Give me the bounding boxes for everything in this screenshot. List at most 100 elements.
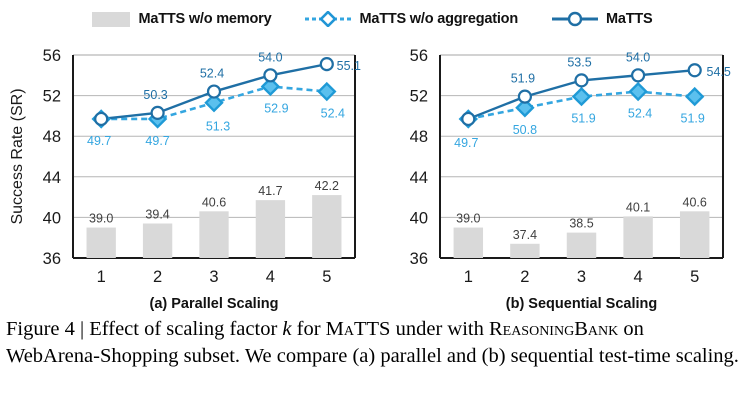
x-axis-tick-label: 3 bbox=[577, 268, 586, 286]
bar-value-label: 40.6 bbox=[202, 195, 226, 209]
x-axis-tick-label: 5 bbox=[690, 268, 699, 286]
x-axis-tick-label: 4 bbox=[634, 268, 643, 286]
bar bbox=[679, 211, 710, 258]
subplot-title: (a) Parallel Scaling bbox=[150, 296, 279, 312]
caption-bank-name: ReasoningBank bbox=[488, 318, 619, 340]
gray-square-swatch-icon bbox=[92, 11, 131, 27]
circle-marker bbox=[461, 111, 476, 127]
diamond-marker bbox=[515, 98, 535, 118]
circle-marker bbox=[687, 63, 702, 78]
circle-marker bbox=[206, 84, 222, 99]
bar-value-label: 39.4 bbox=[145, 207, 169, 221]
y-axis-tick-label: 52 bbox=[410, 88, 428, 106]
diamond-marker bbox=[571, 86, 592, 107]
bar bbox=[199, 211, 229, 258]
caption-part2: for bbox=[296, 318, 321, 340]
y-axis-tick-label: 36 bbox=[43, 250, 61, 268]
y-axis-tick-label: 44 bbox=[43, 169, 61, 187]
line-value-label: 52.4 bbox=[628, 107, 652, 121]
caption-part1: Effect of scaling factor bbox=[89, 318, 278, 340]
bar-value-label: 38.5 bbox=[569, 217, 593, 231]
legend-item-matts-wo-memory: MaTTS w/o memory bbox=[92, 11, 272, 27]
line-value-label: 54.5 bbox=[707, 65, 731, 79]
y-axis-tick-label: 36 bbox=[410, 250, 428, 268]
diamond-marker bbox=[317, 81, 337, 102]
subplot-title: (b) Sequential Scaling bbox=[506, 296, 657, 312]
circle-marker bbox=[631, 68, 646, 83]
line-value-label: 49.7 bbox=[145, 134, 169, 148]
line-value-label: 49.7 bbox=[454, 136, 478, 150]
diamond-marker bbox=[685, 86, 705, 107]
line-value-label: 50.3 bbox=[143, 88, 167, 102]
diamond-marker bbox=[260, 76, 281, 97]
legend-item-matts: MaTTS bbox=[551, 11, 653, 27]
x-axis-tick-label: 1 bbox=[464, 268, 473, 286]
bar-value-label: 39.0 bbox=[89, 212, 113, 226]
y-axis-title: Success Rate (SR) bbox=[9, 88, 26, 224]
y-axis-tick-label: 52 bbox=[43, 88, 61, 106]
x-axis-tick-label: 5 bbox=[322, 268, 331, 286]
x-axis-tick-label: 1 bbox=[97, 268, 106, 286]
bar bbox=[312, 195, 342, 258]
line-value-label: 54.0 bbox=[626, 50, 650, 64]
bar-value-label: 40.1 bbox=[626, 200, 650, 214]
line-value-label: 55.1 bbox=[337, 59, 361, 73]
bar-value-label: 40.6 bbox=[683, 195, 707, 209]
x-axis-tick-label: 3 bbox=[209, 268, 218, 286]
circle-marker bbox=[517, 89, 532, 104]
x-axis-tick-label: 2 bbox=[520, 268, 529, 286]
bar bbox=[142, 223, 173, 258]
bar-value-label: 42.2 bbox=[315, 179, 339, 193]
y-axis-tick-label: 44 bbox=[410, 169, 428, 187]
bar bbox=[255, 200, 286, 258]
dashed-diamond-icon bbox=[305, 10, 352, 28]
bar bbox=[623, 216, 653, 258]
bar-value-label: 37.4 bbox=[513, 228, 537, 242]
legend-label: MaTTS w/o aggregation bbox=[359, 11, 518, 27]
legend-label: MaTTS bbox=[605, 11, 653, 27]
y-axis-tick-label: 56 bbox=[410, 47, 428, 65]
line-value-label: 49.7 bbox=[87, 134, 111, 148]
circle-marker bbox=[319, 57, 334, 72]
legend-label: MaTTS w/o memory bbox=[138, 11, 272, 27]
x-axis-tick-label: 4 bbox=[266, 268, 275, 286]
bar bbox=[566, 232, 597, 258]
circle-marker bbox=[150, 105, 165, 120]
chart-panel-parallel-scaling: 36 40 44 48 52 56 39.0 39.4 40.6 41.7 42.2 49.7 49.7… bbox=[0, 0, 372, 415]
line-value-label: 51.9 bbox=[681, 112, 705, 126]
line-value-label: 52.4 bbox=[200, 67, 224, 81]
line-value-label: 52.9 bbox=[264, 101, 288, 115]
line-value-label: 51.9 bbox=[571, 112, 595, 126]
circle-marker bbox=[94, 111, 109, 127]
x-axis-tick-label: 2 bbox=[153, 268, 162, 286]
caption-figure-label: Figure 4 bbox=[6, 318, 75, 340]
line-value-label: 53.5 bbox=[567, 55, 591, 69]
caption-model-name: MaTTS bbox=[325, 318, 391, 340]
y-axis-tick-label: 40 bbox=[410, 209, 428, 227]
caption-symbol-k: k bbox=[282, 318, 292, 340]
y-axis-tick-label: 56 bbox=[43, 47, 61, 65]
y-axis-tick-label: 48 bbox=[43, 128, 61, 146]
solid-circle-icon bbox=[551, 11, 598, 27]
caption-part4: on WebArena-Shopping subset. We compare … bbox=[6, 318, 739, 367]
diamond-marker bbox=[628, 81, 648, 102]
bar-value-label: 39.0 bbox=[456, 212, 480, 226]
line-value-label: 51.3 bbox=[206, 120, 230, 134]
circle-marker bbox=[263, 68, 278, 83]
diamond-marker bbox=[204, 93, 224, 113]
line-value-label: 54.0 bbox=[258, 50, 282, 64]
line-value-label: 50.8 bbox=[513, 123, 537, 137]
caption-separator: | bbox=[80, 318, 85, 340]
bar-value-label: 41.7 bbox=[258, 184, 282, 198]
caption-part3: under with bbox=[395, 318, 484, 340]
y-axis-tick-label: 40 bbox=[43, 209, 61, 227]
legend-item-matts-wo-aggregation: MaTTS w/o aggregation bbox=[305, 10, 518, 28]
chart-panel-sequential-scaling: 36 40 44 48 52 56 39.0 37.4 38.5 40.1 40.6 49.7 50.8… bbox=[368, 0, 745, 415]
line-value-label: 52.4 bbox=[321, 107, 345, 121]
bar bbox=[453, 227, 484, 258]
bar bbox=[510, 243, 540, 258]
line-value-label: 51.9 bbox=[511, 72, 535, 86]
circle-marker bbox=[574, 73, 589, 88]
